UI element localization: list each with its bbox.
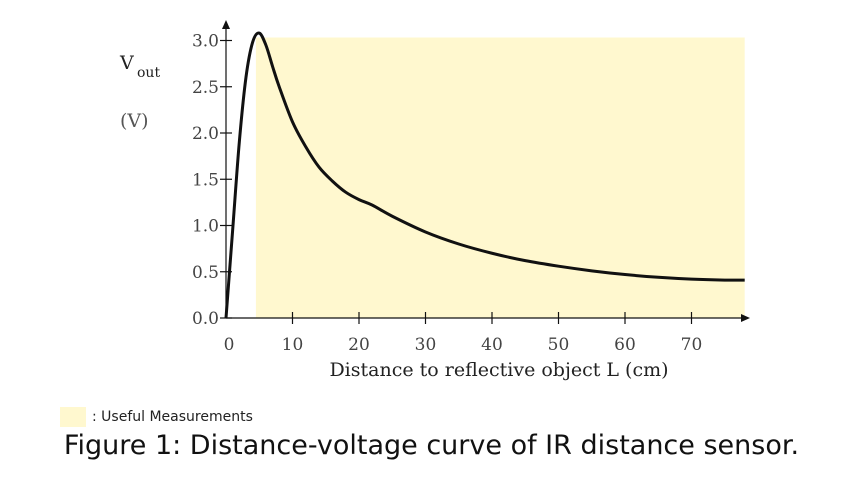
x-tick-label: 50 (548, 335, 570, 355)
figure-caption: Figure 1: Distance-voltage curve of IR d… (63, 430, 800, 461)
y-axis-unit: (V) (120, 110, 149, 132)
x-tick-label: 20 (348, 335, 370, 355)
y-axis-arrow (222, 20, 230, 29)
legend: : Useful Measurements (60, 407, 253, 427)
legend-swatch (60, 407, 86, 427)
y-tick-label: 2.5 (192, 78, 219, 98)
y-tick-label: 1.5 (192, 170, 219, 190)
voltage-curve (224, 31, 745, 319)
x-tick-label: 30 (415, 335, 437, 355)
x-tick-label: 10 (282, 335, 304, 355)
y-axis-label-subscript: out (137, 65, 160, 81)
x-tick-label: 0 (224, 335, 235, 355)
y-axis-label: V (119, 52, 134, 74)
y-tick-label: 0.0 (192, 309, 219, 329)
y-tick-label: 3.0 (192, 32, 219, 52)
useful-region (255, 37, 745, 318)
x-tick-label: 70 (681, 335, 703, 355)
x-axis-label: Distance to reflective object L (cm) (329, 359, 668, 381)
x-axis-arrow (741, 314, 750, 322)
y-tick-label: 1.0 (192, 217, 219, 237)
x-tick-label: 60 (614, 335, 636, 355)
chart: 0.0 0.5 1.0 1.5 2.0 2.5 3.0 0 10 20 30 40 50 60 70 V o… (119, 20, 750, 381)
y-tick-label: 2.0 (192, 124, 219, 144)
legend-label: : Useful Measurements (92, 409, 253, 425)
y-tick-label: 0.5 (192, 263, 219, 283)
x-tick-label: 40 (481, 335, 503, 355)
